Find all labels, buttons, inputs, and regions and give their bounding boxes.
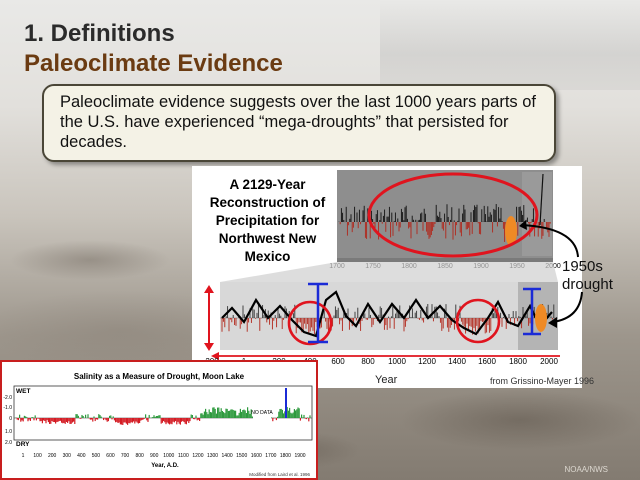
zoom-connector xyxy=(220,262,558,282)
moon-y-ticks: -2.0 -1.0 0 1.0 2.0 xyxy=(3,395,12,446)
lower-tick-label: 1600 xyxy=(478,357,496,366)
red-axis-left-head xyxy=(211,352,219,360)
moon-y-tick-label: 0 xyxy=(9,416,12,422)
moon-y-tick-label: -1.0 xyxy=(3,405,12,411)
moon-x-tick-label: 200 xyxy=(48,453,57,459)
moon-x-tick-label: 1500 xyxy=(236,453,247,459)
moon-x-tick-label: 1800 xyxy=(280,453,291,459)
moon-x-tick-label: 500 xyxy=(92,453,101,459)
slide-title: 1. Definitions xyxy=(24,20,175,47)
slide-subtitle: Paleoclimate Evidence xyxy=(24,50,283,77)
lower-tick-label: 1000 xyxy=(388,357,406,366)
moon-x-tick-label: 300 xyxy=(63,453,72,459)
lower-smoothed-line xyxy=(221,290,553,338)
precipitation-chart-title: A 2129-Year Reconstruction of Precipitat… xyxy=(209,177,326,264)
arrow-to-upper-head xyxy=(519,220,527,230)
moon-x-tick-label: 1300 xyxy=(207,453,218,459)
lower-tick-label: 1200 xyxy=(418,357,436,366)
arrow-to-upper xyxy=(521,224,579,258)
moon-chart-title: Salinity as a Measure of Drought, Moon L… xyxy=(74,372,245,381)
red-arrow-up-head xyxy=(204,285,214,293)
lower-1950s-highlight xyxy=(535,304,547,332)
moon-source-credit: Modified from Laird et al. 1996 xyxy=(249,472,310,477)
lower-tick-label: 1800 xyxy=(509,357,527,366)
moon-x-tick-label: 900 xyxy=(150,453,159,459)
callout-text: Paleoclimate evidence suggests over the … xyxy=(60,93,537,151)
moon-y-tick-label: -2.0 xyxy=(3,395,12,401)
upper-spike xyxy=(539,173,544,226)
moon-no-data-label: NO DATA xyxy=(251,410,273,416)
moon-series xyxy=(15,388,311,425)
moon-y-tick-label: 2.0 xyxy=(5,440,12,446)
background-trees xyxy=(380,0,640,90)
moon-x-tick-label: 100 xyxy=(33,453,42,459)
upper-red-ellipse xyxy=(367,172,539,258)
callout-box xyxy=(42,84,556,162)
moon-x-tick-label: 400 xyxy=(77,453,86,459)
upper-series xyxy=(338,173,551,242)
moon-x-tick-label: 800 xyxy=(135,453,144,459)
lower-tick-label: 600 xyxy=(331,357,345,366)
moon-x-tick-label: 700 xyxy=(121,453,130,459)
moon-x-tick-label: 1000 xyxy=(163,453,174,459)
upper-panel-baseline xyxy=(337,258,553,262)
moon-y-tick-label: 1.0 xyxy=(5,429,12,435)
moon-no-data-gap xyxy=(253,404,271,424)
moon-x-tick-label: 600 xyxy=(106,453,115,459)
annotation-1950s-drought: 1950s drought xyxy=(562,258,613,293)
chart-source-credit: from Grissino-Mayer 1996 xyxy=(490,376,595,386)
moon-x-tick-label: 1900 xyxy=(294,453,305,459)
lower-x-axis-label: Year xyxy=(375,374,398,386)
upper-1950s-highlight xyxy=(505,216,517,246)
moon-dry-label: DRY xyxy=(16,441,30,448)
moon-x-tick-label: 1200 xyxy=(192,453,203,459)
lower-tick-label: 800 xyxy=(361,357,375,366)
moon-wet-label: WET xyxy=(16,388,30,395)
moon-x-ticks: 1 100 200 300 400 500 600 700 800 900 1000 1100 1200… xyxy=(22,453,306,459)
lower-tick-label: 1400 xyxy=(448,357,466,366)
lower-red-circle-1500 xyxy=(455,298,501,344)
lower-red-circle-500 xyxy=(287,300,333,346)
noaa-watermark: NOAA/NWS xyxy=(564,465,608,474)
moon-x-axis-label: Year, A.D. xyxy=(151,463,179,469)
moon-x-tick-label: 1100 xyxy=(178,453,189,459)
moon-x-tick-label: 1700 xyxy=(265,453,276,459)
arrow-to-lower xyxy=(552,291,583,323)
moon-x-tick-label: 1600 xyxy=(251,453,262,459)
moon-x-tick-label: 1400 xyxy=(222,453,233,459)
red-arrow-down-head xyxy=(204,343,214,351)
moon-x-tick-label: 1 xyxy=(22,453,25,459)
arrow-to-lower-head xyxy=(548,317,557,328)
lower-panel-background xyxy=(220,282,558,350)
lower-tick-label: 2000 xyxy=(540,357,558,366)
